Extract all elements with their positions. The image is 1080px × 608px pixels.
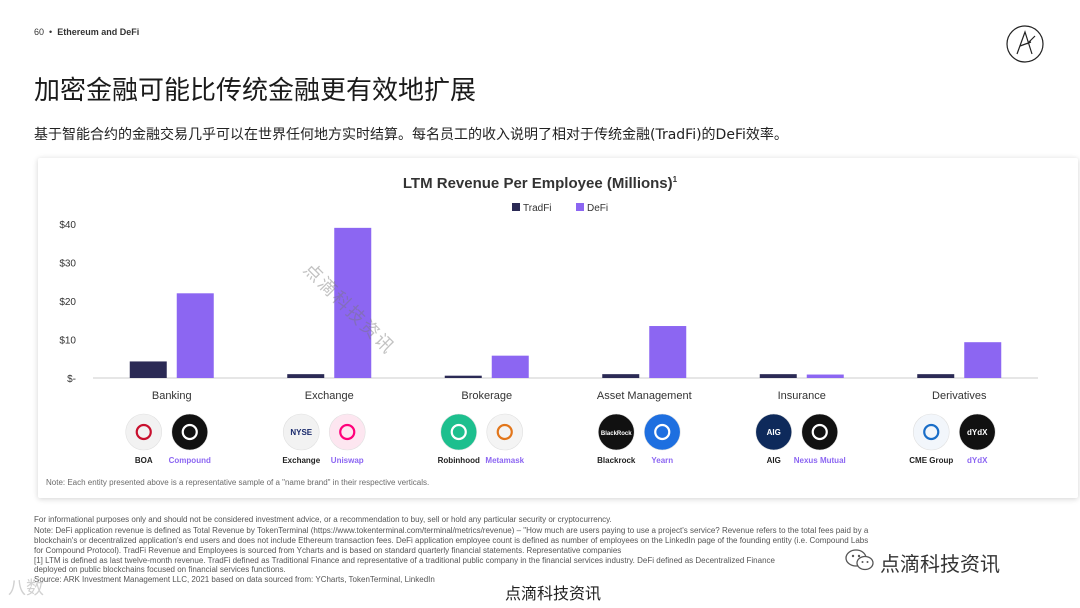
bar-tradfi-asset-management — [602, 374, 640, 378]
category-label: Insurance — [778, 390, 826, 402]
entity-label-tradfi: Blackrock — [597, 456, 636, 465]
bar-tradfi-derivatives — [917, 374, 955, 378]
entity-label-tradfi: Robinhood — [438, 456, 480, 465]
footer-note-line: blockchain's or decentralized applicatio… — [34, 536, 869, 545]
bar-defi-exchange — [334, 227, 372, 378]
entity-label-defi: Compound — [169, 456, 211, 465]
watermark-left: 八数 — [8, 578, 44, 599]
bar-defi-asset-management — [649, 326, 687, 378]
yearn-logo-icon — [643, 413, 681, 451]
header-bullet: • — [49, 27, 53, 37]
ark-logo-icon — [1006, 25, 1044, 63]
footer-note-line: for Compound Protocol). TradFi Revenue a… — [34, 546, 622, 555]
blackrock-logo-icon — [597, 413, 635, 451]
page-header: 60 • Ethereum and DeFi — [34, 27, 139, 37]
footer-note-line: deployed on public blockchains focused o… — [34, 565, 286, 574]
compound-logo-icon — [171, 413, 209, 451]
footer-disclaimer: For informational purposes only and shou… — [34, 515, 612, 524]
y-tick-label: $- — [67, 374, 76, 385]
y-tick-label: $20 — [59, 297, 76, 308]
entity-label-tradfi: BOA — [135, 456, 153, 465]
entity-label-defi: Nexus Mutual — [794, 456, 846, 465]
aig-logo-icon-text: AIG — [767, 428, 781, 437]
entity-label-tradfi: AIG — [767, 456, 781, 465]
bar-tradfi-brokerage — [444, 375, 482, 378]
y-tick-label: $10 — [59, 336, 76, 347]
category-label: Exchange — [305, 390, 354, 402]
cme-logo-icon — [912, 413, 950, 451]
entity-label-defi: Yearn — [651, 456, 673, 465]
watermark-bottom: 点滴科技资讯 — [505, 584, 602, 603]
page-title: 加密金融可能比传统金融更有效地扩展 — [34, 76, 477, 106]
uniswap-logo-icon-glyph — [339, 423, 356, 441]
metamask-logo-icon-glyph — [496, 423, 513, 441]
dydx-logo-icon — [958, 413, 996, 451]
legend-swatch-defi — [576, 203, 584, 211]
legend-label-defi: DeFi — [587, 203, 608, 214]
category-label: Asset Management — [597, 390, 692, 402]
chart-card: LTM Revenue Per Employee (Millions)1 Trad… — [38, 158, 1078, 498]
category-label: Brokerage — [461, 390, 512, 402]
entity-label-defi: Uniswap — [331, 456, 364, 465]
yearn-logo-icon-glyph — [654, 423, 671, 441]
y-tick-label: $30 — [59, 259, 76, 270]
category-label: Derivatives — [932, 390, 987, 402]
dydx-logo-icon-text: dYdX — [967, 428, 988, 437]
category-label: Banking — [152, 390, 192, 402]
bar-tradfi-banking — [129, 361, 167, 378]
wechat-icon — [845, 549, 874, 571]
entity-label-defi: Metamask — [485, 456, 524, 465]
chart-title-footnote: 1 — [673, 175, 678, 184]
bar-tradfi-insurance — [759, 374, 797, 378]
page-subtitle: 基于智能合约的金融交易几乎可以在世界任何地方实时结算。每名员工的收入说明了相对于… — [34, 127, 788, 143]
entity-label-tradfi: CME Group — [909, 456, 953, 465]
bar-tradfi-exchange — [287, 374, 325, 378]
bar-defi-derivatives — [964, 342, 1002, 378]
legend-swatch-tradfi — [512, 203, 520, 211]
y-tick-label: $40 — [59, 220, 76, 231]
nexus-mutual-logo-icon — [801, 413, 839, 451]
entity-label-tradfi: Exchange — [282, 456, 320, 465]
footer-note-line: Note: DeFi application revenue is define… — [34, 526, 869, 535]
section-name: Ethereum and DeFi — [57, 27, 140, 37]
boa-logo-icon-glyph — [135, 423, 152, 441]
entity-label-defi: dYdX — [967, 456, 988, 465]
robinhood-logo-icon — [440, 413, 478, 451]
revenue-per-employee-chart: LTM Revenue Per Employee (Millions)1 Trad… — [59, 175, 1038, 465]
uniswap-logo-icon — [328, 413, 366, 451]
footer-note-line: [1] LTM is defined as last twelve-month … — [34, 556, 775, 565]
metamask-logo-icon — [486, 413, 524, 451]
robinhood-logo-icon-glyph — [450, 423, 467, 441]
footer-source: Source: ARK Investment Management LLC, 2… — [34, 575, 435, 584]
nyse-logo-icon — [282, 413, 320, 451]
watermark-right: 点滴科技资讯 — [880, 552, 1000, 576]
bar-defi-brokerage — [491, 355, 529, 378]
blackrock-logo-icon-text: BlackRock — [601, 431, 632, 437]
bar-defi-banking — [176, 293, 214, 378]
legend-label-tradfi: TradFi — [523, 203, 552, 214]
nexus-mutual-logo-icon-glyph — [811, 423, 828, 441]
boa-logo-icon — [125, 413, 163, 451]
aig-logo-icon — [755, 413, 793, 451]
nyse-logo-icon-text: NYSE — [290, 428, 312, 437]
bar-defi-insurance — [806, 374, 844, 378]
page-number: 60 — [34, 27, 45, 37]
chart-title: LTM Revenue Per Employee (Millions)1 — [403, 175, 678, 192]
compound-logo-icon-glyph — [181, 423, 198, 441]
chart-note: Note: Each entity presented above is a r… — [46, 478, 430, 487]
cme-logo-icon-glyph — [923, 423, 940, 441]
